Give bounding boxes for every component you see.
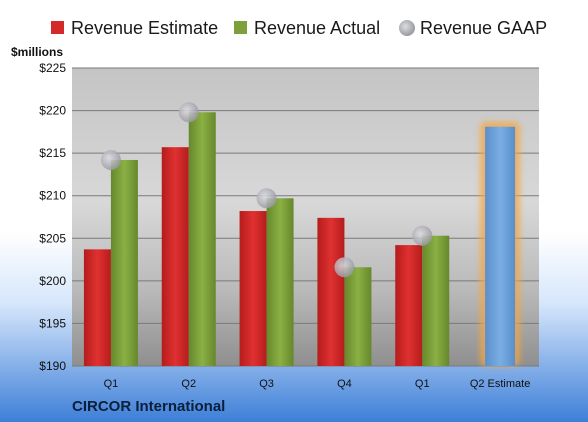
bar-revenue-actual (344, 267, 372, 366)
y-tick-label: $190 (39, 359, 66, 373)
bars (83, 112, 521, 367)
bar-revenue-estimate (83, 249, 111, 366)
plot-area (72, 68, 539, 366)
company-name: CIRCOR International (72, 398, 225, 415)
grid-lines (72, 67, 539, 367)
marker-revenue-gaap (178, 102, 199, 123)
y-tick-label: $225 (39, 61, 66, 75)
legend-label-revenue-actual: Revenue Actual (254, 18, 380, 38)
marker-revenue-gaap (256, 188, 277, 209)
bar-revenue-actual (110, 159, 138, 366)
marker-revenue-gaap (100, 149, 121, 170)
bar-revenue-actual (266, 198, 294, 366)
legend-swatch-revenue-estimate (51, 21, 64, 34)
x-category-label: Q2 Estimate (470, 378, 531, 390)
y-axis-ticks: $190 $195 $200 $205 $210 $215 $220 $225 (39, 61, 66, 373)
x-category-label: Q1 (415, 378, 430, 390)
y-tick-label: $210 (39, 189, 66, 203)
bar-revenue-estimate (239, 211, 267, 366)
y-tick-label: $200 (39, 274, 66, 288)
x-category-label: Q1 (104, 378, 119, 390)
bar-revenue-estimate (317, 217, 345, 366)
legend-marker-revenue-gaap (399, 20, 415, 36)
bar-revenue-estimate (161, 147, 189, 366)
bar-revenue-estimate (395, 245, 423, 366)
marker-revenue-gaap (412, 225, 433, 246)
y-axis-unit-label: $millions (11, 45, 63, 59)
legend: Revenue Estimate Revenue Actual Revenue … (51, 18, 547, 38)
marker-revenue-gaap (334, 257, 355, 278)
bar-revenue-actual (188, 112, 216, 366)
bar-revenue-actual (422, 235, 450, 366)
y-tick-label: $220 (39, 104, 66, 118)
bar-q2-estimate (485, 126, 516, 367)
x-axis-labels: Q1 Q2 Q3 Q4 Q1 Q2 Estimate (104, 378, 531, 390)
x-category-label: Q4 (337, 378, 352, 390)
x-category-label: Q3 (259, 378, 274, 390)
gaap-markers (100, 102, 433, 278)
legend-swatch-revenue-actual (234, 21, 247, 34)
legend-label-revenue-estimate: Revenue Estimate (71, 18, 218, 38)
y-tick-label: $195 (39, 316, 66, 330)
x-category-label: Q2 (181, 378, 196, 390)
y-tick-label: $215 (39, 146, 66, 160)
legend-label-revenue-gaap: Revenue GAAP (420, 18, 547, 38)
y-tick-label: $205 (39, 231, 66, 245)
